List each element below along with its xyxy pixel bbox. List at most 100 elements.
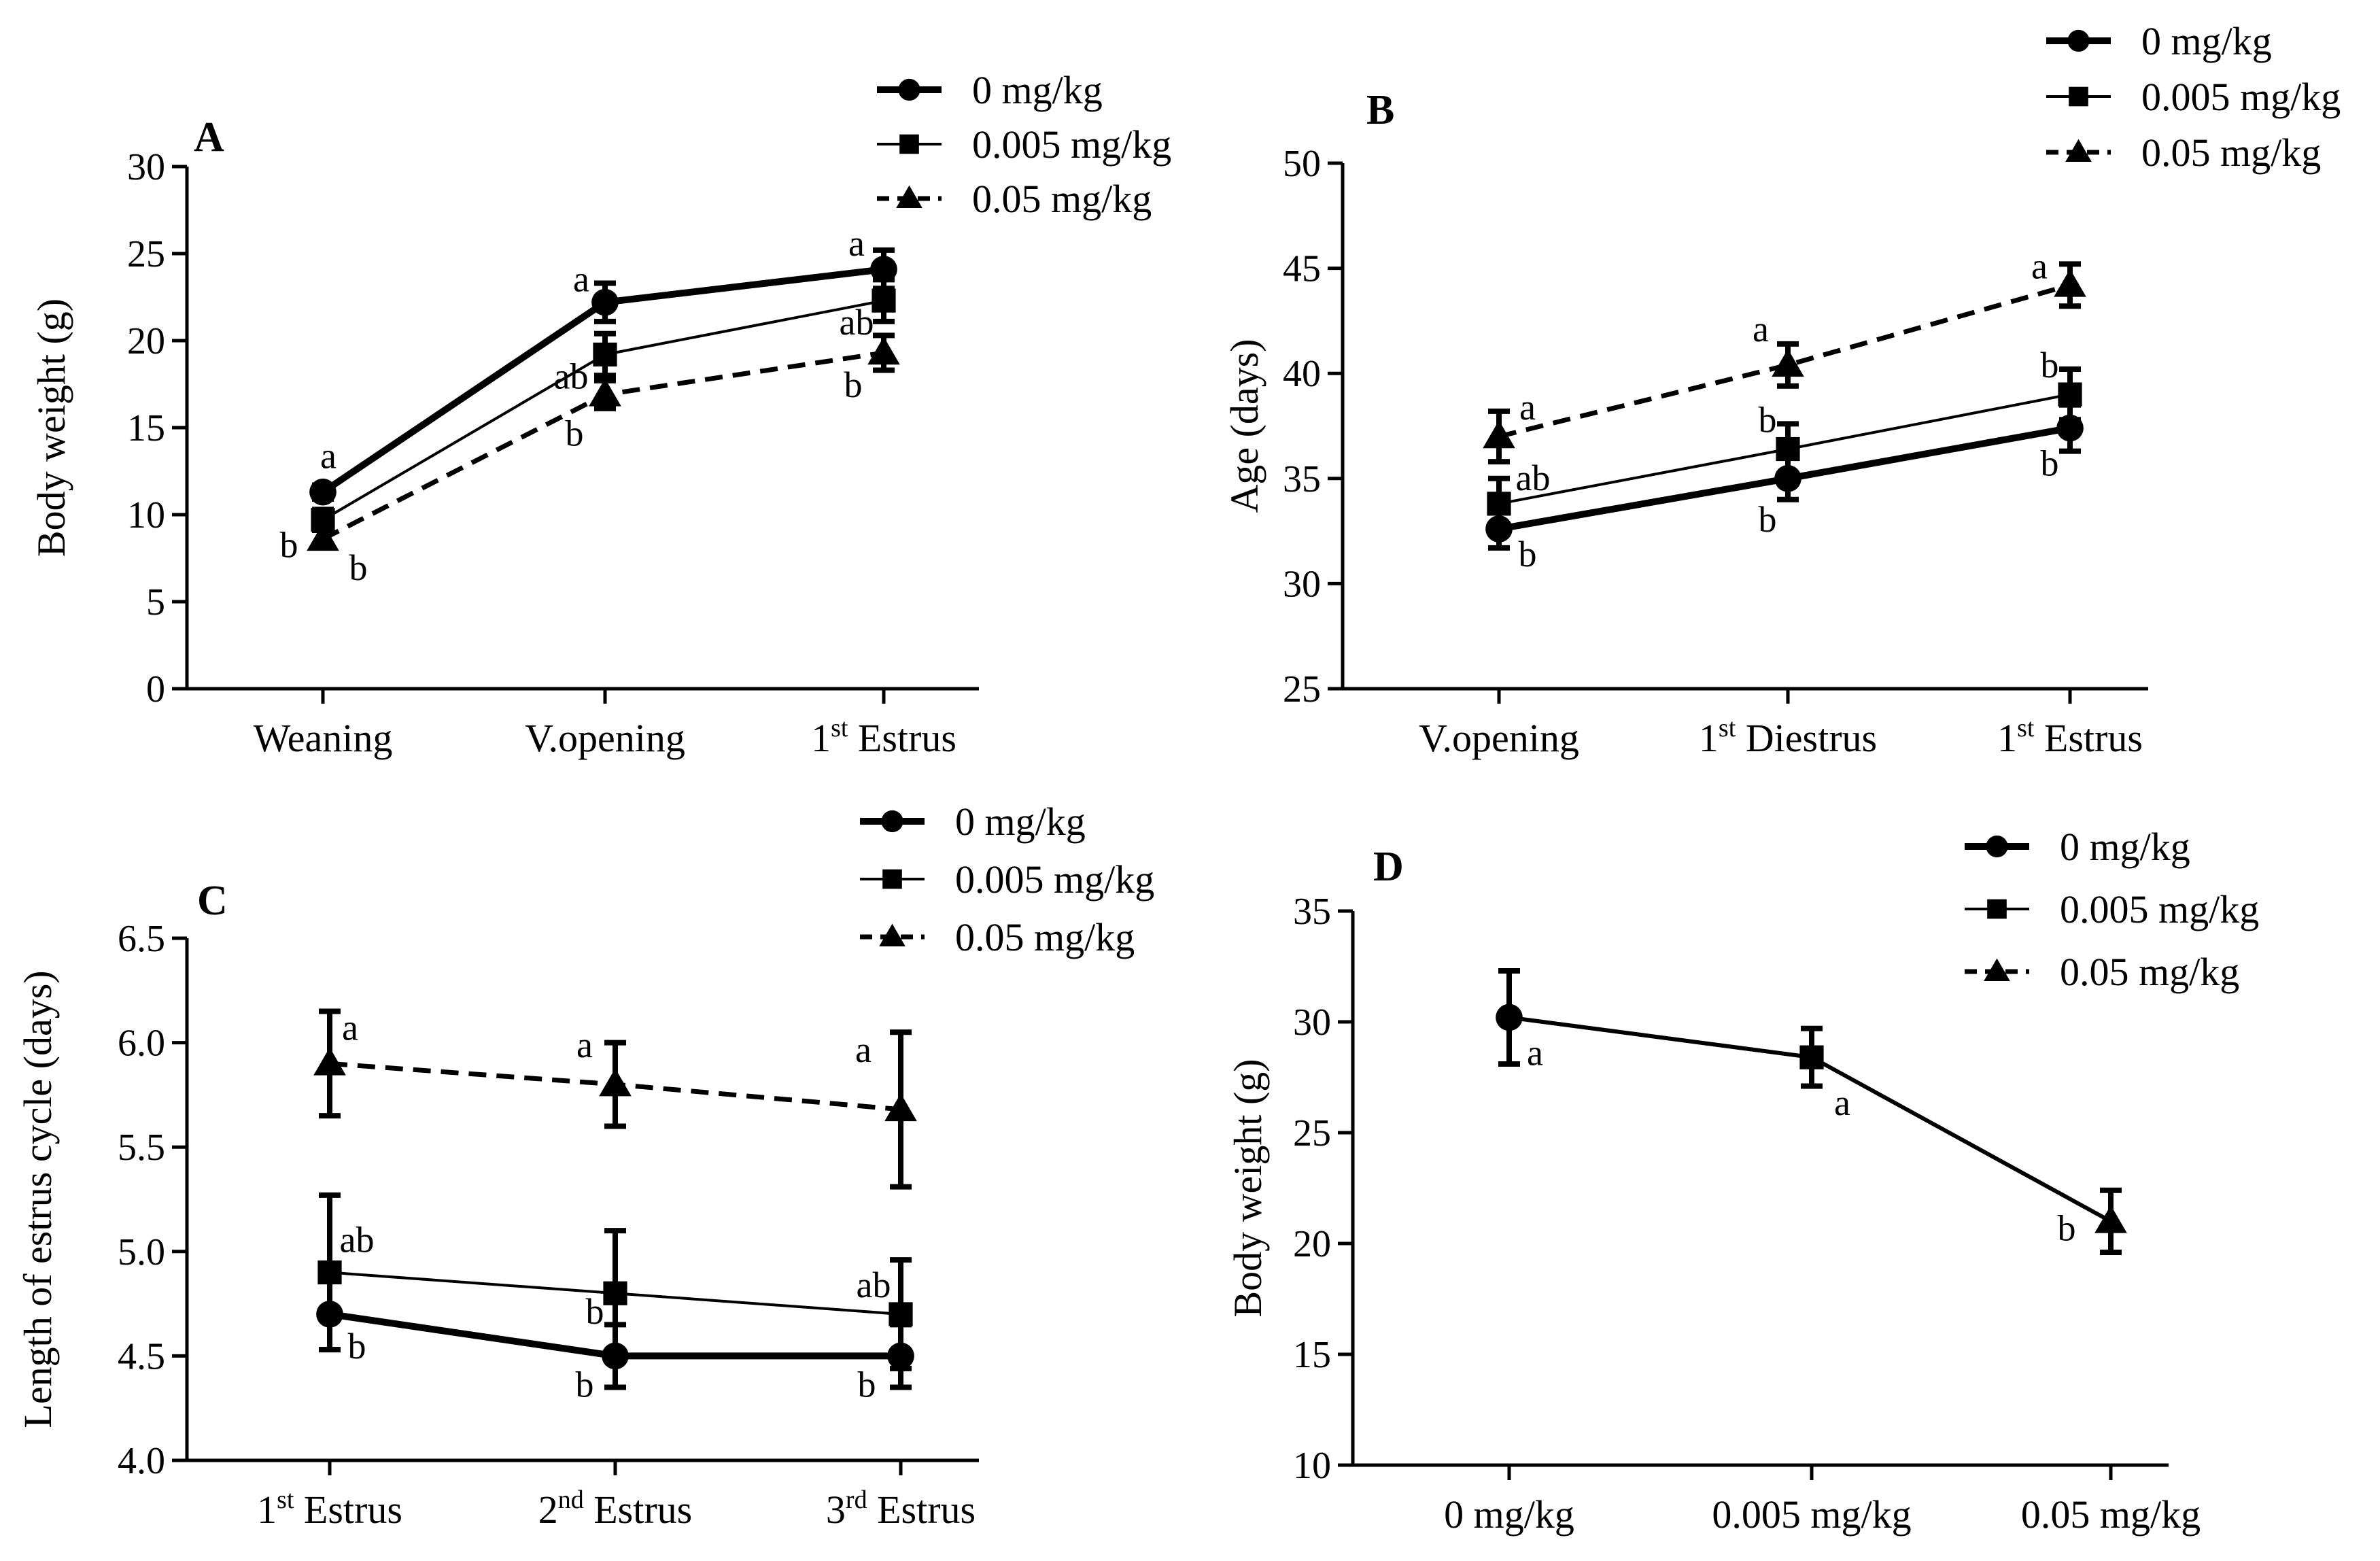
x-tick-label-main: V.opening	[1419, 716, 1579, 760]
y-tick-label: 30	[127, 146, 165, 188]
significance-label: a	[573, 259, 589, 300]
y-tick-label: 50	[1283, 143, 1321, 185]
data-point	[589, 378, 621, 407]
significance-label: a	[2031, 245, 2048, 286]
data-point	[2058, 382, 2082, 407]
data-point	[1799, 1045, 1824, 1069]
legend-marker	[898, 78, 920, 101]
data-point	[317, 1260, 342, 1285]
significance-label: ab	[340, 1220, 375, 1260]
significance-label: ab	[1516, 458, 1551, 498]
significance-label: ab	[857, 1265, 891, 1305]
y-tick-label: 35	[1293, 891, 1331, 933]
data-point	[591, 288, 619, 316]
significance-label: b	[2041, 443, 2059, 484]
significance-label: b	[1759, 499, 1777, 540]
y-tick-label: 30	[1293, 1001, 1331, 1044]
x-tick-label-sup: st	[2017, 714, 2035, 742]
legend-marker	[2065, 139, 2092, 162]
x-tick-label-main: V.opening	[525, 716, 685, 760]
legend-marker	[899, 134, 919, 154]
data-point	[867, 337, 900, 365]
data-point	[1776, 436, 1800, 462]
y-tick-label: 20	[127, 320, 165, 362]
data-point	[309, 478, 337, 506]
data-point	[2054, 269, 2086, 297]
significance-label: a	[1519, 387, 1536, 428]
significance-label: a	[320, 436, 337, 477]
significance-label: ab	[554, 356, 589, 396]
series-line	[1498, 282, 2071, 439]
significance-label: b	[1759, 400, 1777, 441]
significance-label: ab	[840, 302, 874, 343]
x-tick-label: Weaning	[254, 716, 393, 760]
data-point	[307, 523, 339, 551]
y-tick-label: 45	[1283, 248, 1321, 290]
data-point	[872, 288, 896, 313]
significance-label: b	[348, 1326, 366, 1367]
x-tick-label: 0.05 mg/kg	[2021, 1492, 2201, 1537]
data-point	[1487, 492, 1511, 516]
legend-marker	[2067, 29, 2090, 52]
legend-marker	[882, 869, 902, 889]
y-tick-label: 10	[1293, 1445, 1331, 1487]
y-tick-label: 15	[127, 407, 165, 449]
data-point	[603, 1281, 627, 1305]
y-tick-label: 5	[146, 581, 165, 623]
x-tick-label: 1st Estrus	[811, 714, 956, 760]
significance-label: b	[1519, 534, 1537, 574]
x-tick-label-sup: rd	[846, 1486, 867, 1514]
x-tick-label: 1st Estrus	[257, 1486, 402, 1532]
x-tick-label-main: 1	[1997, 716, 2017, 760]
significance-label: b	[844, 364, 863, 405]
legend-marker	[1984, 958, 2010, 982]
x-tick-label: V.opening	[525, 716, 685, 760]
significance-label: b	[2058, 1207, 2076, 1248]
legend-label: 0.005 mg/kg	[955, 857, 1154, 902]
x-tick-label-rest: Estrus	[2034, 716, 2143, 760]
significance-label: b	[566, 413, 584, 453]
panel-letter: A	[194, 114, 224, 160]
panel-d: 10 15 20 25 30 35 0 mg/kg 0.005 mg/kg 0.05 mg/kg…	[1226, 825, 2259, 1537]
x-tick-label: 3rd Estrus	[826, 1486, 976, 1532]
y-axis-title: Length of estrus cycle (days)	[16, 970, 60, 1428]
data-point	[1483, 420, 1515, 449]
significance-label: b	[349, 547, 368, 588]
y-axis-title: Body weight (g)	[1226, 1059, 1270, 1317]
y-tick-label: 6.5	[118, 918, 165, 960]
y-tick-label: 25	[1293, 1112, 1331, 1154]
y-tick-label: 20	[1293, 1223, 1331, 1265]
significance-label: a	[576, 1025, 593, 1065]
panel-letter: B	[1366, 87, 1394, 133]
x-tick-label-rest: Estrus	[867, 1488, 976, 1532]
significance-label: a	[1527, 1032, 1543, 1073]
significance-label: b	[576, 1364, 594, 1405]
x-tick-label-main: 1	[811, 716, 831, 760]
significance-label: b	[858, 1364, 876, 1405]
legend-label: 0 mg/kg	[2141, 19, 2272, 63]
y-tick-label: 25	[127, 233, 165, 275]
legend-marker	[896, 185, 922, 209]
data-point	[599, 1068, 632, 1097]
x-tick-label: 1st Diestrus	[1699, 714, 1877, 760]
x-tick-label-rest: Estrus	[584, 1488, 693, 1532]
x-tick-label-main: 3	[826, 1488, 846, 1532]
x-tick-label-rest: Diestrus	[1736, 716, 1877, 760]
y-tick-label: 15	[1293, 1334, 1331, 1376]
x-tick-label-sup: st	[831, 714, 848, 742]
significance-label: b	[2041, 345, 2059, 385]
legend-label: 0 mg/kg	[2060, 825, 2190, 869]
y-axis-title: Body weight (g)	[29, 298, 73, 557]
y-tick-label: 25	[1283, 668, 1321, 710]
significance-label: a	[848, 223, 865, 264]
x-tick-label-main: 1	[257, 1488, 277, 1532]
legend-label: 0.005 mg/kg	[2141, 75, 2341, 119]
y-tick-label: 6.0	[118, 1023, 165, 1065]
x-tick-label-main: 0.05 mg/kg	[2021, 1492, 2201, 1537]
legend-label: 0.05 mg/kg	[955, 915, 1135, 959]
legend-label: 0.05 mg/kg	[2060, 950, 2239, 994]
x-tick-label-rest: Estrus	[294, 1488, 402, 1532]
legend-label: 0.05 mg/kg	[972, 177, 1152, 221]
legend-label: 0.005 mg/kg	[972, 122, 1171, 167]
